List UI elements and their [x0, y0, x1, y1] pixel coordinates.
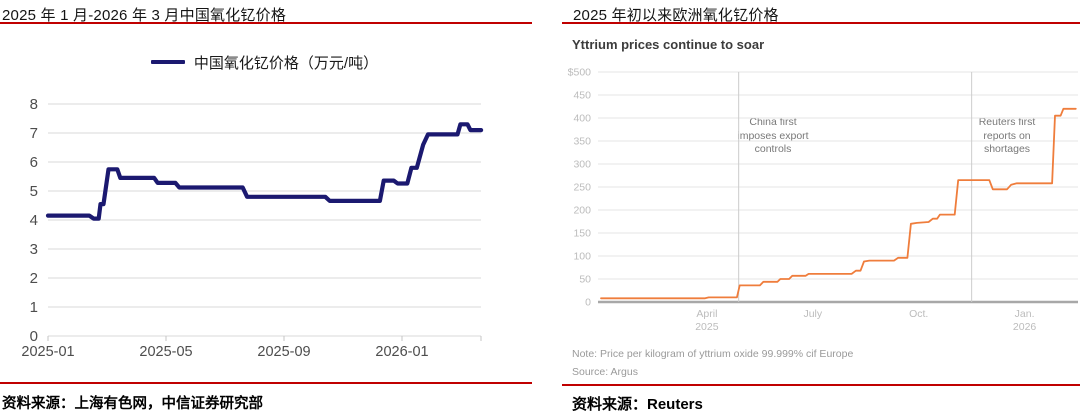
y-tick-label: 450: [573, 90, 591, 102]
y-tick-label: 0: [30, 328, 38, 345]
annotation-reuters-shortages: Reuters first reports on shortages: [978, 116, 1036, 155]
y-tick-label: 250: [573, 182, 591, 194]
right-chart-inner-source: Source: Argus: [572, 366, 638, 378]
y-tick-label: 0: [585, 297, 591, 309]
y-tick-label: 3: [30, 241, 38, 258]
right-source: 资料来源：Reuters: [572, 396, 703, 413]
y-tick-label: 1: [30, 299, 38, 316]
x-tick-label: 2026-01: [375, 344, 428, 360]
y-tick-label: $500: [568, 67, 592, 79]
legend-line-swatch: [150, 60, 185, 64]
x-tick-label: 2025-05: [139, 344, 192, 360]
y-tick-label: 100: [573, 251, 591, 263]
y-tick-label: 350: [573, 136, 591, 148]
y-tick-label: 6: [30, 154, 38, 171]
right-source-rule: [562, 384, 1080, 386]
left-chart-legend: 中国氧化钇价格（万元/吨）: [48, 52, 481, 72]
x-tick-label: Oct.: [909, 308, 928, 320]
china-price-line: [45, 122, 484, 221]
y-tick-label: 200: [573, 205, 591, 217]
left-source: 资料来源：上海有色网，中信证券研究部: [2, 396, 263, 412]
legend-label: 中国氧化钇价格（万元/吨）: [193, 54, 379, 72]
x-tick-label: Jan. 2026: [1013, 308, 1037, 333]
china-yttrium-chart: 0 1 2 3 4 5 6 7 8 2025-01 2025-05 2025-09 2026-01: [21, 96, 484, 360]
left-chart-title: 2025 年 1 月-2026 年 3 月中国氧化钇价格: [2, 7, 287, 24]
y-tick-label: 8: [30, 96, 38, 113]
annotation-china-export-controls: China first imposes export controls: [737, 116, 809, 155]
y-tick-label: 2: [30, 270, 38, 287]
right-chart-subtitle: Yttrium prices continue to soar: [572, 37, 765, 52]
x-tick-label: 2025-09: [257, 344, 310, 360]
right-chart-title: 2025 年初以来欧洲氧化钇价格: [573, 7, 779, 24]
y-tick-label: 4: [30, 212, 38, 229]
x-tick-label: April 2025: [695, 308, 719, 333]
y-tick-label: 5: [30, 183, 38, 200]
x-tick-label: July: [803, 308, 822, 320]
y-tick-label: 300: [573, 159, 591, 171]
left-source-rule: [0, 382, 532, 384]
x-tick-label: 2025-01: [21, 344, 74, 360]
right-chart-note: Note: Price per kilogram of yttrium oxid…: [572, 348, 854, 360]
europe-yttrium-chart: $500 450 400 350 300 250 200 150 100 50 0 April 2025…: [568, 67, 1078, 333]
right-title-rule: [562, 22, 1080, 24]
y-tick-label: 50: [579, 274, 591, 286]
y-tick-label: 7: [30, 125, 38, 142]
y-tick-label: 150: [573, 228, 591, 240]
left-title-rule: [0, 22, 532, 24]
y-tick-label: 400: [573, 113, 591, 125]
